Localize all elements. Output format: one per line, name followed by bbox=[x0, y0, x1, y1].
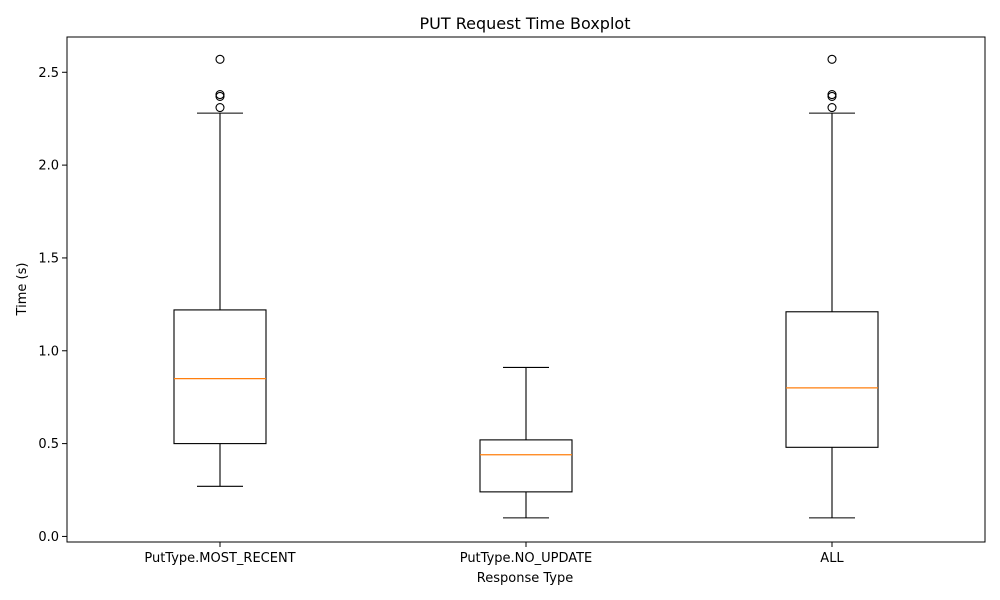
y-tick-label: 1.5 bbox=[38, 251, 59, 266]
y-tick-label: 0.5 bbox=[38, 437, 59, 452]
y-axis-label: Time (s) bbox=[15, 263, 30, 317]
outlier-point bbox=[215, 103, 225, 113]
outlier-point bbox=[827, 103, 837, 113]
x-axis-label: Response Type bbox=[477, 571, 573, 586]
x-tick-label: ALL bbox=[820, 551, 844, 566]
y-tick-label: 2.0 bbox=[38, 159, 59, 174]
y-tick-label: 1.0 bbox=[38, 344, 59, 359]
outlier-point bbox=[215, 90, 225, 100]
x-tick-label: PutType.MOST_RECENT bbox=[144, 551, 295, 566]
y-tick-label: 2.5 bbox=[38, 66, 59, 81]
box-iqr bbox=[785, 311, 879, 448]
outlier-point bbox=[827, 54, 837, 64]
box-iqr bbox=[479, 439, 573, 493]
y-tick-label: 0.0 bbox=[38, 530, 59, 545]
box-iqr bbox=[173, 309, 267, 445]
plot-area: 0.0 0.5 1.0 1.5 2.0 2.5 PutType.MOST_RECENT Put… bbox=[38, 36, 986, 566]
x-tick-label: PutType.NO_UPDATE bbox=[460, 551, 593, 566]
plot-frame bbox=[66, 36, 986, 543]
outlier-point bbox=[215, 54, 225, 64]
chart-title: PUT Request Time Boxplot bbox=[420, 14, 631, 33]
outlier-point bbox=[827, 90, 837, 100]
